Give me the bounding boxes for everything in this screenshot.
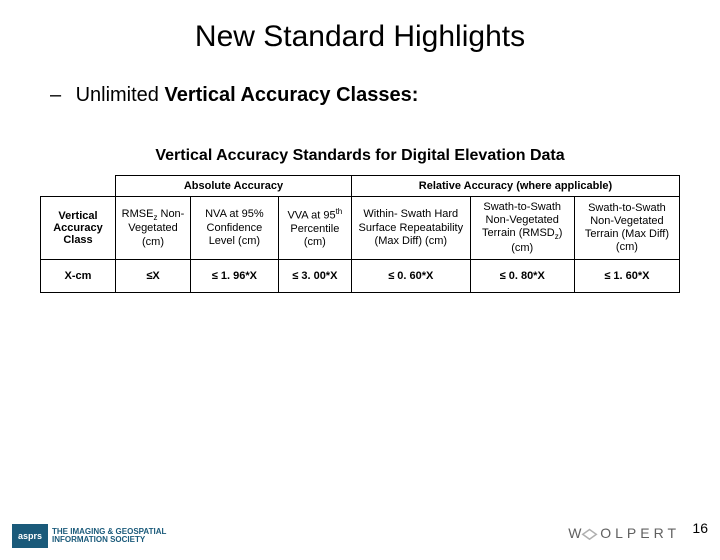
group-relative: Relative Accuracy (where applicable) <box>351 176 679 197</box>
slide-title: New Standard Highlights <box>0 20 720 54</box>
asprs-badge: asprs <box>12 524 48 548</box>
accuracy-table-wrap: Absolute Accuracy Relative Accuracy (whe… <box>40 175 680 293</box>
cell-c3: ≤ 3. 00*X <box>278 260 351 293</box>
asprs-tagline: THE IMAGING & GEOSPATIAL INFORMATION SOC… <box>52 528 166 544</box>
page-number: 16 <box>692 520 708 536</box>
footer: asprs THE IMAGING & GEOSPATIAL INFORMATI… <box>0 512 720 552</box>
cell-c4: ≤ 0. 60*X <box>351 260 470 293</box>
row-header-label: Vertical Accuracy Class <box>41 197 116 260</box>
col-swath-maxdiff: Swath-to-Swath Non-Vegetated Terrain (Ma… <box>574 197 679 260</box>
col-vva95: VVA at 95th Percentile (cm) <box>278 197 351 260</box>
cell-label: X-cm <box>41 260 116 293</box>
col-within-swath: Within- Swath Hard Surface Repeatability… <box>351 197 470 260</box>
bullet-dash: – <box>50 84 70 107</box>
cell-c1: ≤X <box>116 260 191 293</box>
table-row: X-cm ≤X ≤ 1. 96*X ≤ 3. 00*X ≤ 0. 60*X ≤ … <box>41 260 680 293</box>
col-nva95: NVA at 95% Confidence Level (cm) <box>191 197 279 260</box>
col-swath-rmsdz: Swath-to-Swath Non-Vegetated Terrain (RM… <box>470 197 574 260</box>
asprs-logo: asprs THE IMAGING & GEOSPATIAL INFORMATI… <box>12 524 166 548</box>
cell-c5: ≤ 0. 80*X <box>470 260 574 293</box>
cell-c6: ≤ 1. 60*X <box>574 260 679 293</box>
bullet-line: – Unlimited Vertical Accuracy Classes: <box>50 84 720 107</box>
woolpert-logo: W◇OLPERT <box>568 525 680 542</box>
bullet-prefix: Unlimited <box>76 84 165 106</box>
accuracy-table: Absolute Accuracy Relative Accuracy (whe… <box>40 175 680 293</box>
col-rmsez: RMSEz Non-Vegetated (cm) <box>116 197 191 260</box>
group-absolute: Absolute Accuracy <box>116 176 352 197</box>
bullet-bold: Vertical Accuracy Classes: <box>164 84 418 106</box>
table-caption: Vertical Accuracy Standards for Digital … <box>0 147 720 165</box>
cell-c2: ≤ 1. 96*X <box>191 260 279 293</box>
corner-blank <box>41 176 116 197</box>
woolpert-accent-icon: ◇ <box>582 525 603 542</box>
